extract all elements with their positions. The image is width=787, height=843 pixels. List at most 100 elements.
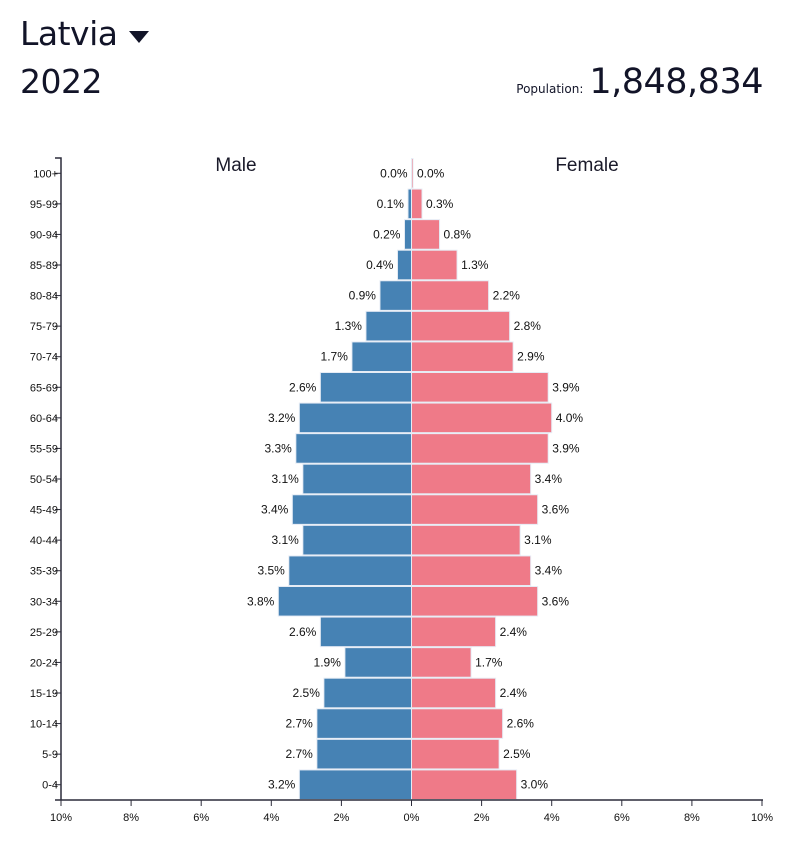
male-value-label: 3.3% xyxy=(264,441,292,455)
female-bar xyxy=(411,769,518,801)
y-tick-label: 70-74 xyxy=(30,352,58,364)
female-value-label: 3.9% xyxy=(552,441,580,455)
female-value-label: 2.2% xyxy=(493,289,521,303)
female-value-label: 3.4% xyxy=(535,564,563,578)
female-value-label: 0.3% xyxy=(426,197,454,211)
female-bar xyxy=(411,188,423,220)
female-value-label: 3.0% xyxy=(521,778,549,792)
male-bar xyxy=(323,677,412,709)
x-tick-label: 2% xyxy=(474,812,490,824)
y-tick-label: 35-39 xyxy=(30,566,58,578)
male-bar xyxy=(298,769,412,801)
male-value-label: 0.0% xyxy=(380,166,408,180)
female-bar xyxy=(411,341,514,372)
male-bar xyxy=(316,738,412,770)
female-value-label: 2.4% xyxy=(500,625,528,639)
y-tick-label: 30-34 xyxy=(30,596,58,608)
male-value-label: 3.5% xyxy=(257,564,285,578)
x-tick-label: 2% xyxy=(333,812,349,824)
x-tick-label: 8% xyxy=(684,812,700,824)
female-value-label: 1.3% xyxy=(461,258,489,272)
x-tick-label: 0% xyxy=(404,812,420,824)
caret-down-icon xyxy=(129,30,150,43)
female-bar xyxy=(411,555,532,587)
male-value-label: 2.6% xyxy=(289,380,317,394)
male-bar xyxy=(319,616,412,648)
y-tick-label: 15-19 xyxy=(30,688,58,700)
population-value: 1,848,834 xyxy=(589,62,763,102)
country-name: Latvia xyxy=(20,14,118,53)
x-tick-label: 4% xyxy=(263,812,279,824)
y-tick-label: 75-79 xyxy=(30,321,58,333)
female-bar xyxy=(411,677,497,709)
female-value-label: 4.0% xyxy=(556,411,584,425)
y-tick-label: 85-89 xyxy=(30,260,58,272)
male-value-label: 3.2% xyxy=(268,778,296,792)
female-bar xyxy=(411,586,539,617)
male-bar xyxy=(295,433,412,464)
female-bar xyxy=(411,616,497,648)
female-bar xyxy=(411,494,539,525)
male-value-label: 3.2% xyxy=(268,411,296,425)
y-tick-label: 45-49 xyxy=(30,505,58,517)
y-tick-label: 20-24 xyxy=(30,657,58,669)
population-display: Population: 1,848,834 xyxy=(516,62,763,102)
female-value-label: 0.8% xyxy=(444,227,472,241)
female-value-label: 2.5% xyxy=(503,747,531,761)
male-bar xyxy=(316,708,412,739)
male-bar xyxy=(288,555,413,587)
x-tick-label: 6% xyxy=(193,812,209,824)
female-title: Female xyxy=(555,155,618,176)
female-bar xyxy=(411,219,441,250)
male-value-label: 1.7% xyxy=(321,350,349,364)
y-tick-label: 80-84 xyxy=(30,291,58,303)
year-label: 2022 xyxy=(20,62,102,101)
male-value-label: 3.1% xyxy=(271,472,299,486)
male-bar xyxy=(291,494,412,525)
y-tick-label: 65-69 xyxy=(30,382,58,394)
y-tick-label: 60-64 xyxy=(30,413,58,425)
y-tick-label: 55-59 xyxy=(30,443,58,455)
male-bar xyxy=(302,463,412,495)
y-tick-label: 10-14 xyxy=(30,719,58,731)
x-tick-label: 8% xyxy=(123,812,139,824)
x-tick-label: 10% xyxy=(751,812,773,824)
male-bar xyxy=(319,372,412,403)
female-bar xyxy=(411,372,549,403)
male-bar xyxy=(298,402,412,434)
female-value-label: 3.9% xyxy=(552,380,580,394)
y-tick-label: 40-44 xyxy=(30,535,58,547)
y-tick-label: 25-29 xyxy=(30,627,58,639)
male-value-label: 0.4% xyxy=(366,258,394,272)
female-value-label: 3.4% xyxy=(535,472,563,486)
female-value-label: 2.9% xyxy=(517,350,545,364)
female-bar xyxy=(411,249,458,281)
male-bar xyxy=(403,219,412,250)
female-value-label: 3.6% xyxy=(542,594,570,608)
male-value-label: 0.1% xyxy=(377,197,405,211)
female-bar xyxy=(411,463,532,495)
male-value-label: 3.4% xyxy=(261,503,289,517)
male-bar xyxy=(407,188,412,220)
male-value-label: 2.7% xyxy=(286,747,314,761)
female-bar xyxy=(411,158,414,189)
y-tick-label: 95-99 xyxy=(30,199,58,211)
y-tick-label: 5-9 xyxy=(42,749,58,761)
female-bar xyxy=(411,708,504,739)
female-value-label: 2.4% xyxy=(500,686,528,700)
female-value-label: 2.6% xyxy=(507,717,535,731)
female-value-label: 3.6% xyxy=(542,503,570,517)
y-tick-label: 100+ xyxy=(33,168,58,180)
male-value-label: 3.1% xyxy=(271,533,299,547)
male-bar xyxy=(344,647,412,678)
female-value-label: 2.8% xyxy=(514,319,542,333)
y-tick-label: 0-4 xyxy=(42,780,58,792)
male-value-label: 2.6% xyxy=(289,625,317,639)
population-label: Population: xyxy=(516,82,584,96)
country-selector[interactable]: Latvia xyxy=(20,14,150,53)
female-bar xyxy=(411,524,521,556)
male-value-label: 3.8% xyxy=(247,594,275,608)
male-value-label: 1.3% xyxy=(335,319,363,333)
male-value-label: 0.9% xyxy=(349,289,377,303)
